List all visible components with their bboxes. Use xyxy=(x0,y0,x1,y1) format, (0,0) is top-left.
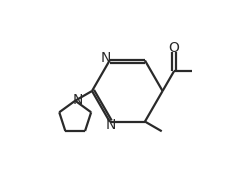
Text: N: N xyxy=(72,93,83,107)
Text: N: N xyxy=(106,118,116,132)
Text: O: O xyxy=(169,41,180,55)
Text: N: N xyxy=(101,51,111,65)
